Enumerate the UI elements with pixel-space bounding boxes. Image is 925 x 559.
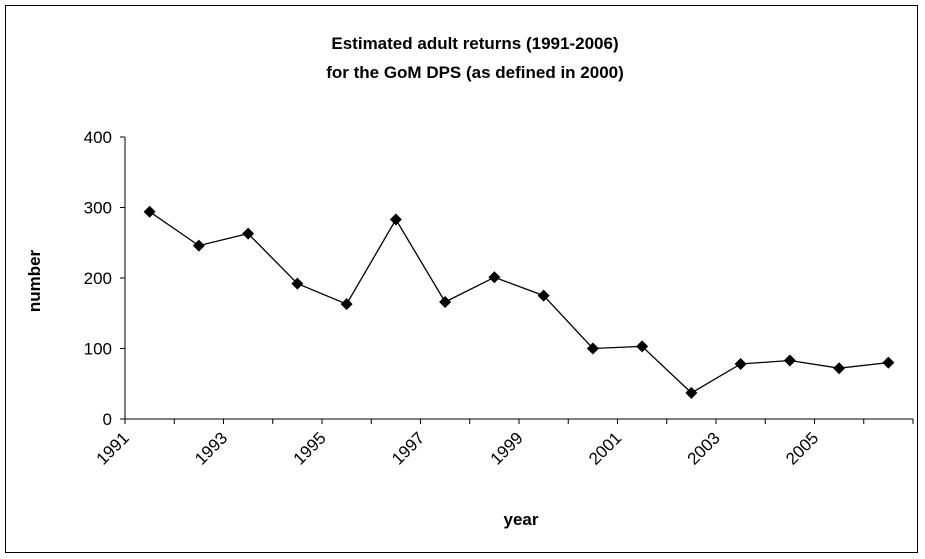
- data-point: [143, 205, 156, 218]
- chart-title-line-1: Estimated adult returns (1991-2006): [331, 34, 618, 53]
- data-point: [340, 298, 353, 311]
- y-tick-label: 400: [84, 128, 112, 147]
- x-tick-label: 1997: [388, 428, 428, 468]
- data-point: [537, 289, 550, 302]
- y-tick-label: 200: [84, 269, 112, 288]
- data-point: [882, 356, 895, 369]
- data-point: [685, 386, 698, 399]
- x-tick-label: 2005: [782, 428, 822, 468]
- series: [143, 205, 895, 399]
- x-tick-label: 1999: [487, 428, 527, 468]
- data-point: [439, 295, 452, 308]
- ticks: 0 100 200 300 400 1991 1993 1995 1997 1999 2001 200…: [84, 128, 914, 469]
- data-point: [389, 213, 402, 226]
- data-point: [242, 227, 255, 240]
- data-point: [833, 362, 846, 375]
- y-axis-label: number: [25, 249, 44, 312]
- y-tick-label: 300: [84, 199, 112, 218]
- data-point: [636, 340, 649, 353]
- series-line: [149, 211, 889, 394]
- x-tick-label: 2001: [585, 428, 625, 468]
- chart-frame: [5, 5, 918, 553]
- y-tick-label: 0: [103, 410, 112, 429]
- chart-title-line-2: for the GoM DPS (as defined in 2000): [326, 63, 624, 82]
- x-tick-label: 1995: [290, 428, 330, 468]
- axes: [124, 137, 913, 420]
- data-point: [192, 239, 205, 252]
- y-tick-label: 100: [84, 340, 112, 359]
- data-point: [586, 342, 599, 355]
- x-tick-label: 2003: [684, 428, 724, 468]
- x-tick-label: 1991: [93, 428, 133, 468]
- data-point: [783, 354, 796, 367]
- data-point: [291, 277, 304, 290]
- x-tick-label: 1993: [191, 428, 231, 468]
- data-point: [734, 358, 747, 371]
- x-axis-label: year: [504, 510, 539, 529]
- data-point: [488, 271, 501, 284]
